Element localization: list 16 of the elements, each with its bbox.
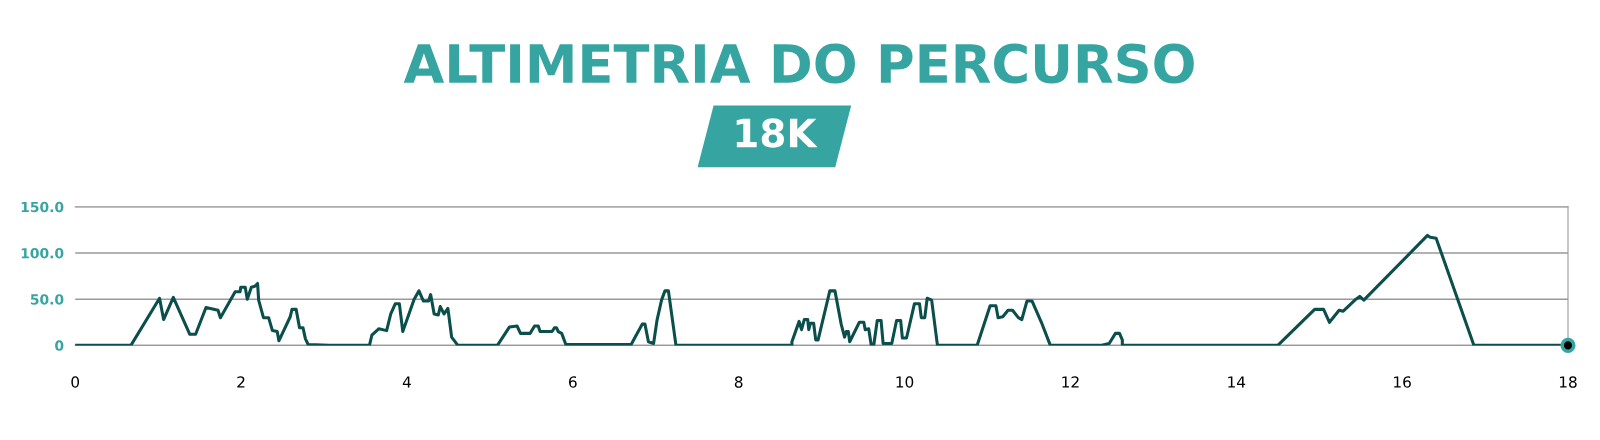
y-tick-label: 0 — [55, 340, 64, 351]
x-tick-label: 4 — [402, 376, 411, 388]
y-tick-label: 150.0 — [21, 201, 64, 213]
x-tick-label: 0 — [71, 376, 80, 388]
chart-subtitle: 18K — [736, 118, 818, 148]
x-tick-label: 12 — [1062, 376, 1079, 388]
y-tick-label: 50.0 — [30, 294, 64, 305]
x-tick-label: 18 — [1559, 376, 1577, 388]
x-tick-label: 6 — [569, 376, 577, 388]
y-tick-label: 100.0 — [21, 247, 64, 259]
x-tick-label: 2 — [237, 376, 245, 388]
x-tick-label: 16 — [1394, 376, 1411, 388]
x-tick-label: 8 — [734, 376, 743, 388]
x-tick-label: 14 — [1228, 376, 1246, 388]
x-tick-label: 10 — [896, 376, 914, 388]
chart-title: ALTIMETRIA DO PERCURSO — [403, 43, 1194, 84]
